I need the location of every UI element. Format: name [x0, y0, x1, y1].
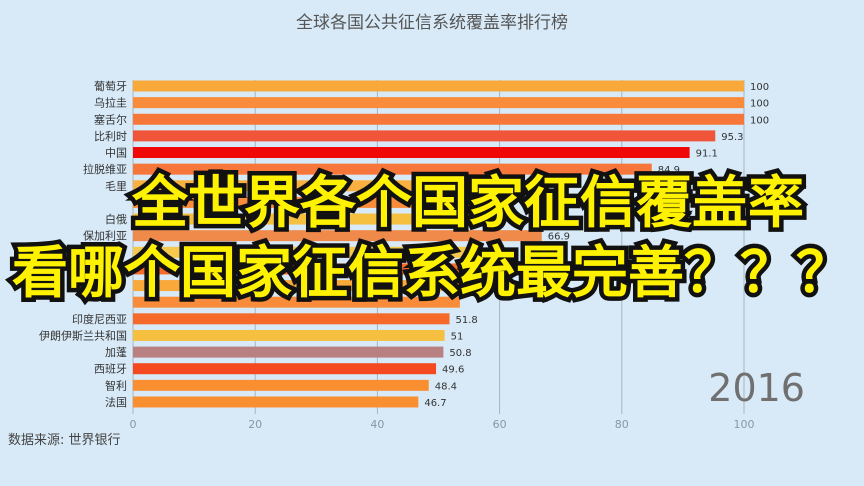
- x-tick-label: 40: [370, 418, 384, 431]
- x-tick-label: 20: [248, 418, 262, 431]
- bar-category-label: 乌拉圭: [94, 96, 127, 110]
- bar-value-label: 46.7: [424, 398, 446, 409]
- bar-value-label: 84.9: [658, 165, 680, 176]
- x-tick-label: 80: [615, 418, 629, 431]
- bar-category-label: 智利: [105, 378, 127, 392]
- bar: [133, 313, 450, 325]
- bar: [133, 263, 466, 275]
- bar: [133, 196, 479, 208]
- bar: [133, 113, 744, 125]
- bar-value-label: 100: [750, 115, 769, 126]
- bar-category-label: 葡萄牙: [94, 80, 127, 93]
- bar-category-label: 保加利亚: [83, 229, 127, 243]
- bar-category-label: 伊朗伊斯兰共和国: [39, 329, 127, 342]
- bar: [133, 329, 445, 341]
- bar: [133, 246, 470, 258]
- x-tick-label: 0: [130, 418, 137, 431]
- chart-title: 全球各国公共征信系统覆盖率排行榜: [296, 13, 568, 33]
- x-tick-label: 100: [734, 418, 755, 431]
- bar: [133, 346, 444, 358]
- bar: [133, 296, 460, 308]
- bar: [133, 97, 744, 109]
- bar-value-label: 100: [750, 99, 769, 110]
- bar-category-label: 比利时: [94, 130, 127, 143]
- bar-value-label: 100: [750, 82, 769, 93]
- bar: [133, 396, 419, 408]
- bar-category-label: 中国: [105, 147, 127, 160]
- bar: [133, 130, 716, 142]
- bar: [133, 80, 744, 92]
- bar: [133, 379, 429, 391]
- bar: [133, 180, 482, 192]
- bar-value-label: 95.3: [721, 132, 743, 143]
- bar-category-label: 拉脱维亚: [83, 162, 127, 176]
- bar: [133, 230, 542, 242]
- overlay-caption-line2: 看哪个国家征信系统最完善？？？: [8, 241, 857, 306]
- bar-category-label: 白俄: [105, 212, 127, 226]
- bar: [133, 280, 463, 292]
- bar-value-label: 51.8: [455, 315, 477, 326]
- bar-category-label: 印度尼西亚: [72, 312, 127, 326]
- year-label: 2016: [708, 366, 805, 410]
- bar-value-label: 49.6: [442, 365, 464, 376]
- bar-category-label: 法国: [105, 395, 127, 409]
- bar-category-label: 塞舌尔: [94, 112, 127, 126]
- x-tick-label: 60: [493, 418, 507, 431]
- bar: [133, 213, 476, 225]
- bar-value-label: 48.4: [435, 381, 457, 392]
- bar-value-label: 51: [451, 331, 464, 342]
- bar: [133, 147, 690, 159]
- bar-value-label: 66.9: [548, 232, 570, 243]
- bar: [133, 363, 437, 375]
- bar-value-label: 91.1: [696, 149, 718, 160]
- bar-category-label: 西班牙: [94, 363, 127, 376]
- bar-category-label: 毛里: [105, 180, 127, 193]
- bar: [133, 163, 652, 175]
- bar-category-label: 加蓬: [105, 346, 127, 359]
- bar-value-label: 50.8: [449, 348, 471, 359]
- overlay-caption-line1: 全世界各个国家征信覆盖率: [128, 171, 809, 236]
- data-source: 数据来源: 世界银行: [8, 433, 121, 448]
